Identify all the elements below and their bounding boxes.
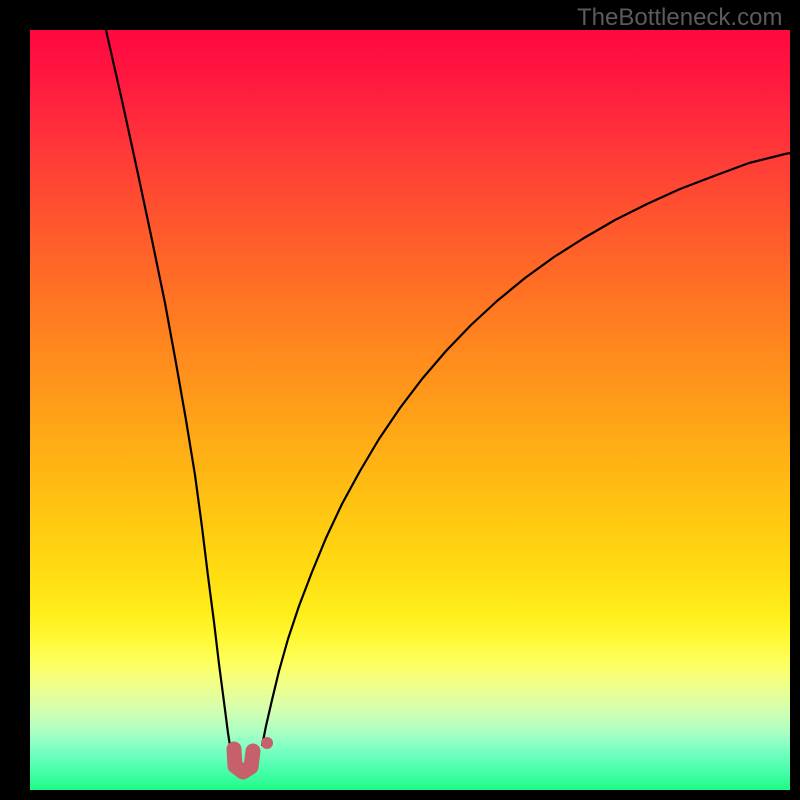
- highlight-dot: [261, 737, 273, 749]
- highlight-u-mark: [234, 749, 253, 772]
- curve-left: [106, 30, 233, 761]
- curve-right: [262, 153, 790, 746]
- plot-area: [30, 30, 790, 790]
- curve-overlay: [30, 30, 790, 790]
- chart-frame: TheBottleneck.com: [0, 0, 800, 800]
- watermark-text: TheBottleneck.com: [577, 4, 782, 32]
